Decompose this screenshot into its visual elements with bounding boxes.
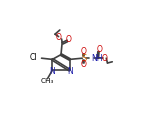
Text: Cl: Cl [30, 53, 37, 62]
Text: CH₃: CH₃ [41, 78, 54, 84]
Text: NH: NH [92, 54, 103, 63]
Text: N: N [67, 67, 73, 76]
Text: N: N [49, 67, 55, 76]
Text: O: O [97, 45, 103, 54]
Text: O: O [81, 47, 87, 56]
Text: S: S [81, 54, 87, 63]
Text: O: O [66, 35, 72, 44]
Text: O: O [56, 33, 61, 42]
Text: O: O [81, 60, 87, 69]
Text: O: O [102, 54, 108, 63]
